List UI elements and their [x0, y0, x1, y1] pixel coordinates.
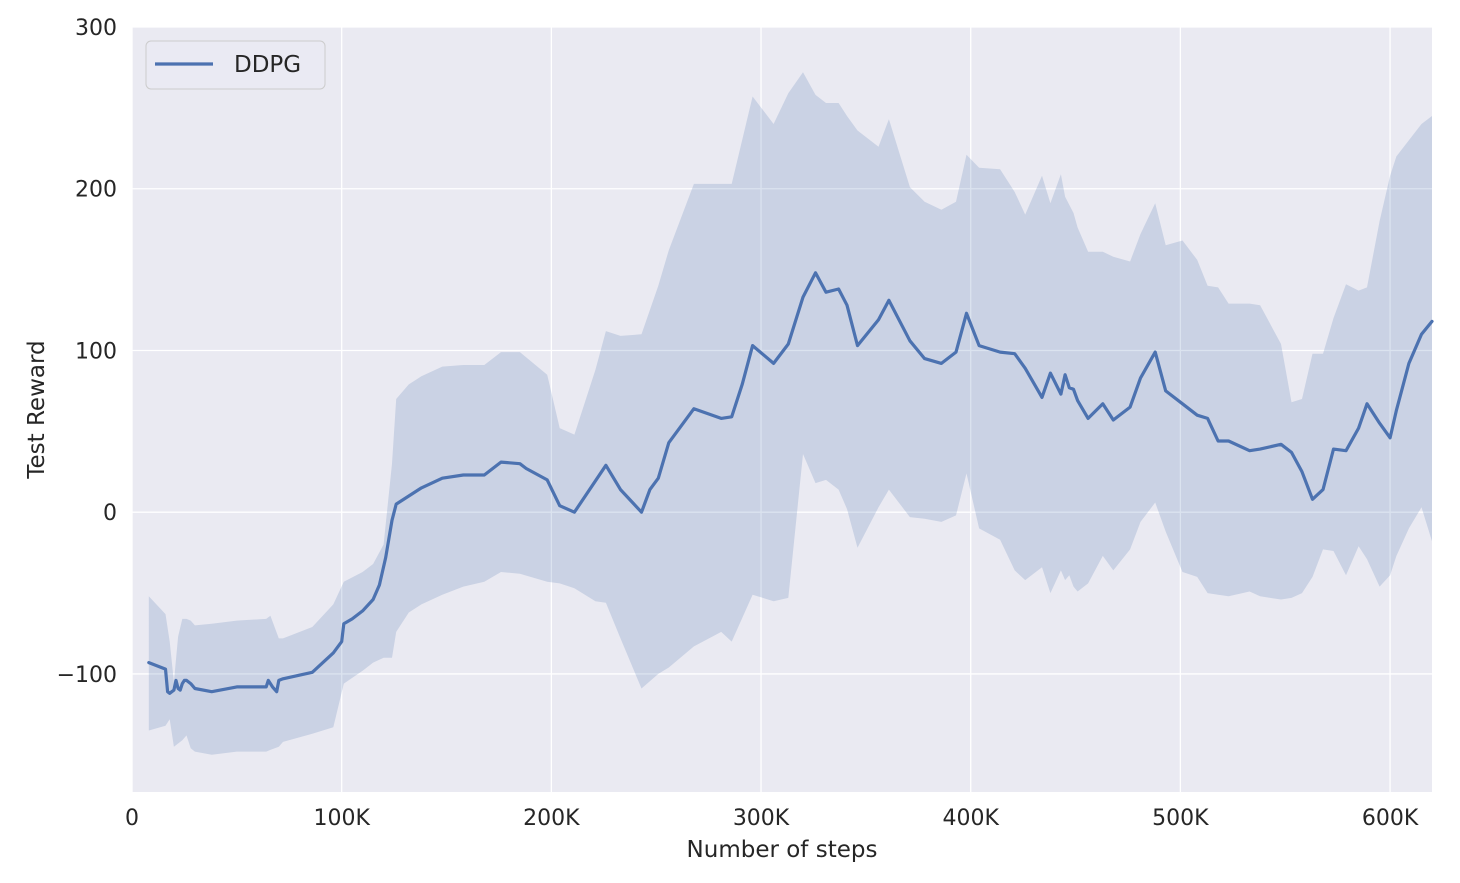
- legend-box: [145, 40, 326, 90]
- y-axis-label: Test Reward: [24, 340, 50, 479]
- x-tick-label-5: 500K: [1152, 806, 1209, 831]
- x-tick-label-2: 200K: [523, 806, 580, 831]
- series-line-ddpg: [147, 271, 1434, 695]
- y-tick-label-4: 300: [75, 16, 117, 41]
- plot-area: [132, 27, 1432, 792]
- x-tick-label-4: 400K: [942, 806, 999, 831]
- x-axis-label: Number of steps: [687, 837, 878, 863]
- y-tick-labels: −100 0 100 200 300: [57, 16, 117, 688]
- y-tick-label-0: −100: [57, 663, 117, 688]
- x-tick-label-3: 300K: [733, 806, 790, 831]
- x-tick-labels: 0 100K 200K 300K 400K 500K 600K: [125, 806, 1419, 831]
- y-tick-label-1: 0: [103, 501, 117, 526]
- confidence-band: [148, 72, 1432, 755]
- y-tick-label-2: 100: [75, 339, 117, 364]
- y-tick-label-3: 200: [75, 178, 117, 203]
- x-tick-label-1: 100K: [313, 806, 370, 831]
- legend: DDPG: [145, 40, 326, 90]
- legend-label-ddpg: DDPG: [234, 52, 301, 78]
- x-tick-label-0: 0: [125, 806, 139, 831]
- x-tick-label-6: 600K: [1362, 806, 1419, 831]
